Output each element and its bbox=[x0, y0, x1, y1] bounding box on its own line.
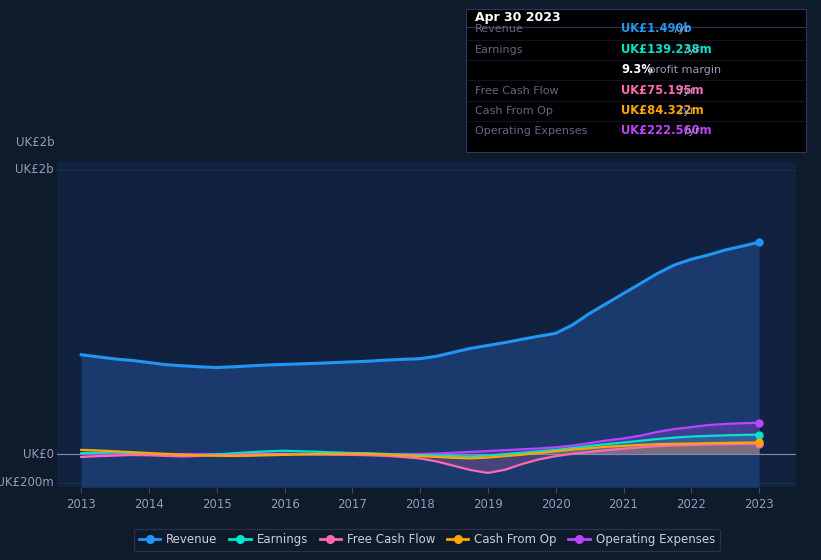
Text: Apr 30 2023: Apr 30 2023 bbox=[475, 11, 561, 24]
Text: Operating Expenses: Operating Expenses bbox=[475, 126, 588, 136]
Text: /yr: /yr bbox=[681, 126, 699, 136]
Text: UK£0: UK£0 bbox=[23, 448, 54, 461]
Text: -UK£200m: -UK£200m bbox=[0, 477, 54, 489]
Text: /yr: /yr bbox=[671, 25, 689, 35]
Text: /yr: /yr bbox=[681, 45, 699, 55]
Text: /yr: /yr bbox=[676, 106, 695, 116]
Text: Revenue: Revenue bbox=[475, 25, 524, 35]
Text: Cash From Op: Cash From Op bbox=[475, 106, 553, 116]
Text: UK£75.195m: UK£75.195m bbox=[621, 83, 704, 96]
Text: profit margin: profit margin bbox=[645, 65, 722, 75]
Text: UK£84.322m: UK£84.322m bbox=[621, 104, 704, 117]
Text: Free Cash Flow: Free Cash Flow bbox=[475, 86, 559, 96]
Text: 9.3%: 9.3% bbox=[621, 63, 654, 76]
Text: Earnings: Earnings bbox=[475, 45, 524, 55]
Text: UK£222.560m: UK£222.560m bbox=[621, 124, 712, 137]
Text: UK£1.490b: UK£1.490b bbox=[621, 22, 692, 35]
Text: UK£2b: UK£2b bbox=[15, 163, 54, 176]
Text: UK£139.238m: UK£139.238m bbox=[621, 43, 713, 56]
Legend: Revenue, Earnings, Free Cash Flow, Cash From Op, Operating Expenses: Revenue, Earnings, Free Cash Flow, Cash … bbox=[135, 529, 719, 551]
Text: /yr: /yr bbox=[676, 86, 695, 96]
Text: UK£2b: UK£2b bbox=[16, 136, 55, 148]
